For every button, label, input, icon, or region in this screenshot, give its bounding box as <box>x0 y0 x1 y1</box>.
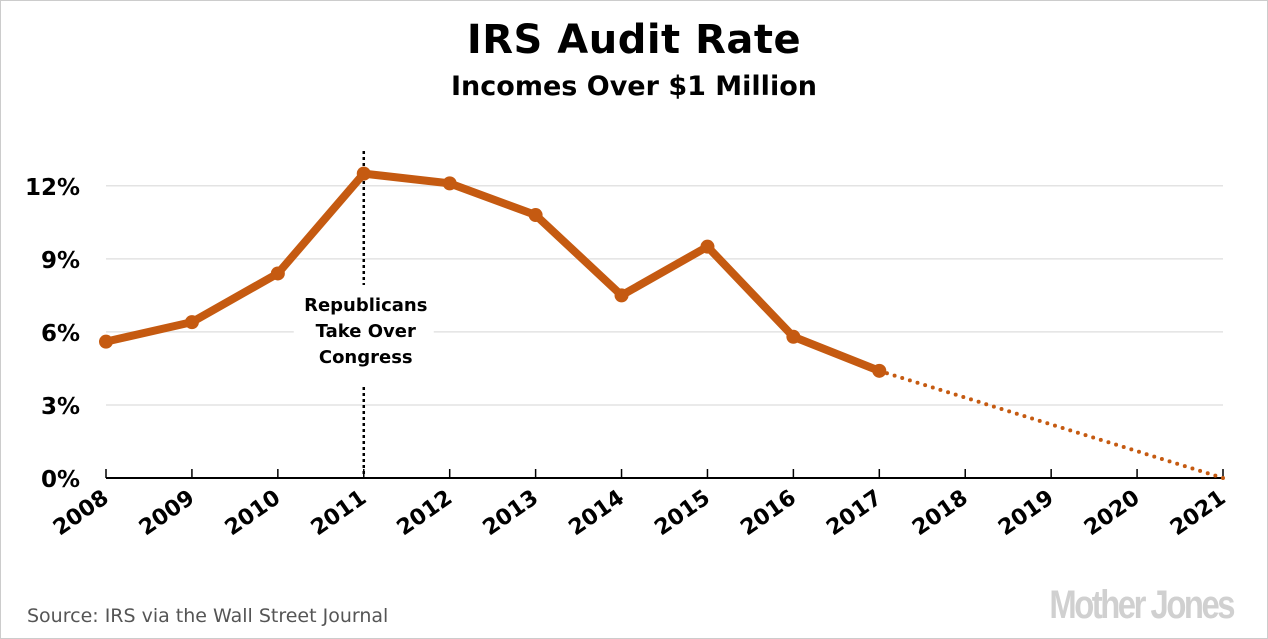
x-tick-label: 2020 <box>1080 485 1144 541</box>
chart-title: IRS Audit Rate <box>466 17 802 63</box>
annotation-background <box>293 289 434 379</box>
chart-subtitle: Incomes Over $1 Million <box>451 71 817 102</box>
x-tick-label: 2015 <box>650 485 714 541</box>
y-tick-label: 3% <box>41 394 80 420</box>
data-point <box>356 166 371 181</box>
x-tick-label: 2013 <box>479 485 543 541</box>
x-axis <box>105 469 1224 479</box>
mother-jones-logo: Mother Jones <box>1049 583 1235 627</box>
source-note: Source: IRS via the Wall Street Journal <box>27 605 389 627</box>
x-tick-label: 2009 <box>135 485 199 541</box>
audit-rate-line <box>102 169 884 375</box>
x-tick-label: 2014 <box>564 485 628 541</box>
x-tick-label: 2019 <box>994 485 1058 541</box>
data-point <box>442 176 457 191</box>
y-tick-label: 9% <box>41 248 80 274</box>
gridlines <box>106 185 1223 406</box>
y-tick-label: 0% <box>41 467 80 493</box>
x-tick-label: 2016 <box>736 485 800 541</box>
x-axis-labels: 2008 2009 2010 2011 2012 2013 2014 2015 2016 2017… <box>49 485 1230 541</box>
projection-line <box>877 368 1225 480</box>
data-point <box>700 239 715 254</box>
x-tick-label: 2021 <box>1166 485 1230 541</box>
x-tick-label: 2017 <box>822 485 886 541</box>
data-point <box>786 329 801 344</box>
annotation-text: Republicans <box>304 295 427 316</box>
y-tick-label: 6% <box>41 321 80 347</box>
x-tick-label: 2011 <box>307 485 371 541</box>
data-point <box>99 334 113 349</box>
y-tick-label: 12% <box>25 175 80 201</box>
x-tick-label: 2012 <box>393 485 457 541</box>
data-point <box>528 208 543 223</box>
data-point <box>184 315 199 330</box>
data-point <box>614 288 629 303</box>
annotation: Republicans Take Over Congress <box>293 151 434 478</box>
data-point <box>270 266 285 281</box>
series <box>99 166 1225 480</box>
y-axis-labels: 0% 3% 6% 9% 12% <box>25 175 80 493</box>
annotation-text: Take Over <box>316 321 416 342</box>
annotation-text: Congress <box>319 347 413 368</box>
x-tick-label: 2008 <box>49 485 113 541</box>
x-tick-label: 2018 <box>908 485 972 541</box>
x-tick-label: 2010 <box>221 485 285 541</box>
